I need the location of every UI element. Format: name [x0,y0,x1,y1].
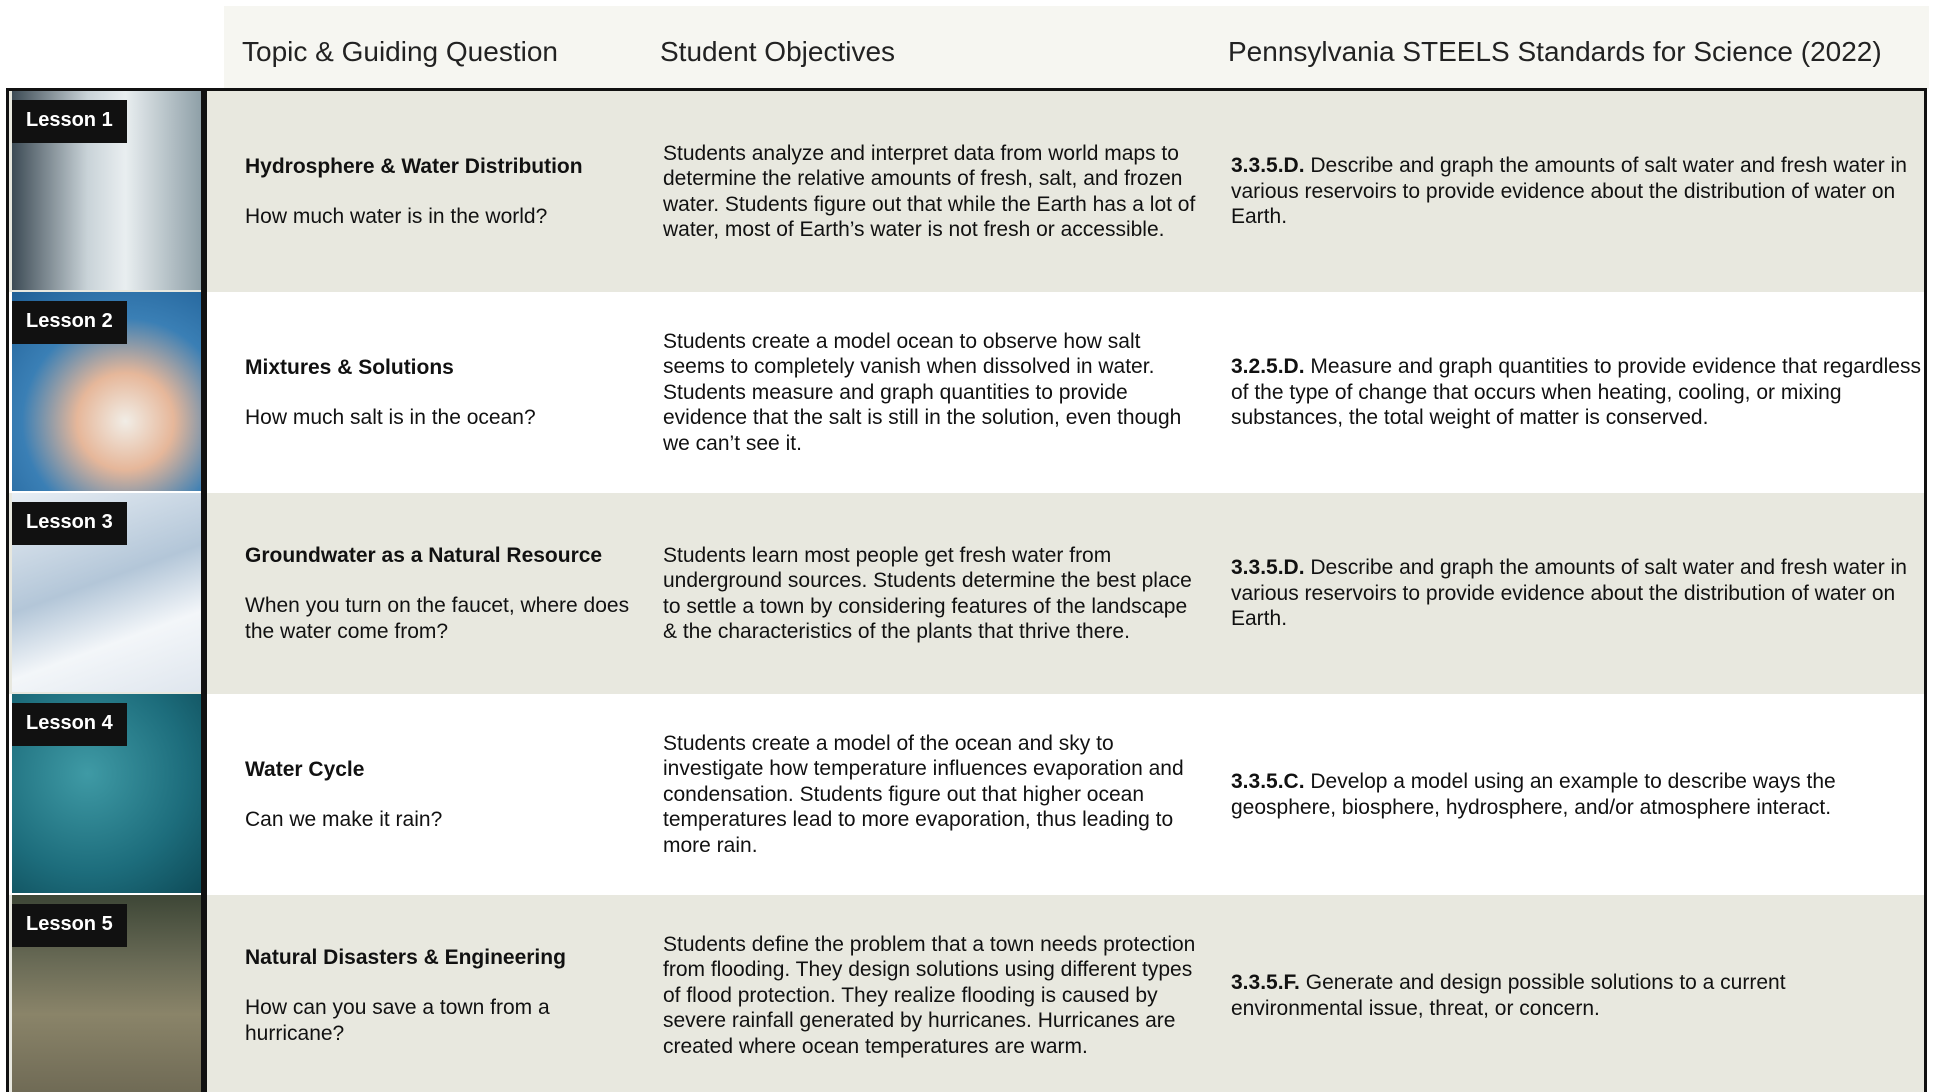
standard-text: Describe and graph the amounts of salt w… [1231,556,1907,631]
topic-title: Hydrosphere & Water Distribution [245,154,583,178]
standard-code: 3.3.5.D. [1231,556,1305,580]
image-divider [201,493,207,694]
standard: 3.3.5.D. Describe and graph the amounts … [1231,555,1921,632]
topic-title: Water Cycle [245,757,365,781]
standard-cell: 3.3.5.F. Generate and design possible so… [1231,895,1921,1092]
objectives-cell: Students analyze and interpret data from… [663,91,1203,292]
standard-text: Describe and graph the amounts of salt w… [1231,154,1907,229]
topic-cell: Groundwater as a Natural Resource When yo… [245,493,645,694]
lesson-label: Lesson 5 [12,904,127,947]
objectives-text: Students learn most people get fresh wat… [663,543,1192,644]
column-header: Student Objectives [660,36,896,67]
column-header: Pennsylvania STEELS Standards for Scienc… [1228,36,1882,67]
lesson-row: Lesson 4 Water Cycle Can we make it rain? S… [9,694,1924,895]
standard-cell: 3.2.5.D. Measure and graph quantities to… [1231,292,1921,493]
lesson-label: Lesson 3 [12,502,127,545]
image-divider [201,694,207,895]
lesson-label: Lesson 4 [12,703,127,746]
lesson-row: Lesson 5 Natural Disasters & Engineering H… [9,895,1924,1092]
topic-cell: Hydrosphere & Water Distribution How much… [245,91,645,292]
objectives-cell: Students define the problem that a town … [663,895,1203,1092]
guiding-question: Can we make it rain? [245,808,443,831]
lesson-label: Lesson 1 [12,100,127,143]
standard: 3.3.5.D. Describe and graph the amounts … [1231,153,1921,230]
objectives-text: Students analyze and interpret data from… [663,141,1196,242]
objectives-text: Students create a model of the ocean and… [663,731,1184,857]
topic-title: Mixtures & Solutions [245,355,454,379]
standard: 3.3.5.F. Generate and design possible so… [1231,970,1921,1021]
topic-title: Groundwater as a Natural Resource [245,543,603,567]
lesson-row: Lesson 1 Hydrosphere & Water Distribution… [9,91,1924,292]
standard-text: Measure and graph quantities to provide … [1231,355,1921,430]
table: Lesson 1 Hydrosphere & Water Distribution… [6,88,1927,1092]
standard-cell: 3.3.5.C. Develop a model using an exampl… [1231,694,1921,895]
topic-cell: Natural Disasters & Engineering How can y… [245,895,645,1092]
standard-cell: 3.3.5.D. Describe and graph the amounts … [1231,91,1921,292]
standard-cell: 3.3.5.D. Describe and graph the amounts … [1231,493,1921,694]
standard-code: 3.3.5.F. [1231,971,1300,994]
objectives-text: Students create a model ocean to observe… [663,329,1182,455]
standard-code: 3.3.5.D. [1231,154,1305,178]
objectives-cell: Students create a model of the ocean and… [663,694,1203,895]
column-header: Topic & Guiding Question [242,36,558,67]
image-divider [201,91,207,292]
guiding-question: How much salt is in the ocean? [245,406,536,429]
objectives-cell: Students create a model ocean to observe… [663,292,1203,493]
standard-code: 3.2.5.D. [1231,355,1305,379]
standard: 3.3.5.C. Develop a model using an exampl… [1231,769,1921,820]
header-row: Topic & Guiding Question Student Objecti… [224,6,1929,89]
standard: 3.2.5.D. Measure and graph quantities to… [1231,354,1921,431]
lesson-row: Lesson 3 Groundwater as a Natural Resourc… [9,493,1924,694]
standard-code: 3.3.5.C. [1231,770,1305,793]
objectives-cell: Students learn most people get fresh wat… [663,493,1203,694]
standard-text: Generate and design possible solutions t… [1231,971,1786,1020]
lesson-label: Lesson 2 [12,301,127,344]
objectives-text: Students define the problem that a town … [663,932,1196,1058]
guiding-question: When you turn on the faucet, where does … [245,594,630,643]
topic-cell: Mixtures & Solutions How much salt is in … [245,292,645,493]
image-divider [201,895,207,1092]
lesson-row: Lesson 2 Mixtures & Solutions How much sal… [9,292,1924,493]
image-divider [201,292,207,493]
standard-text: Develop a model using an example to desc… [1231,770,1836,819]
topic-cell: Water Cycle Can we make it rain? [245,694,645,895]
topic-title: Natural Disasters & Engineering [245,945,566,969]
guiding-question: How much water is in the world? [245,205,548,228]
guiding-question: How can you save a town from a hurricane… [245,996,550,1045]
